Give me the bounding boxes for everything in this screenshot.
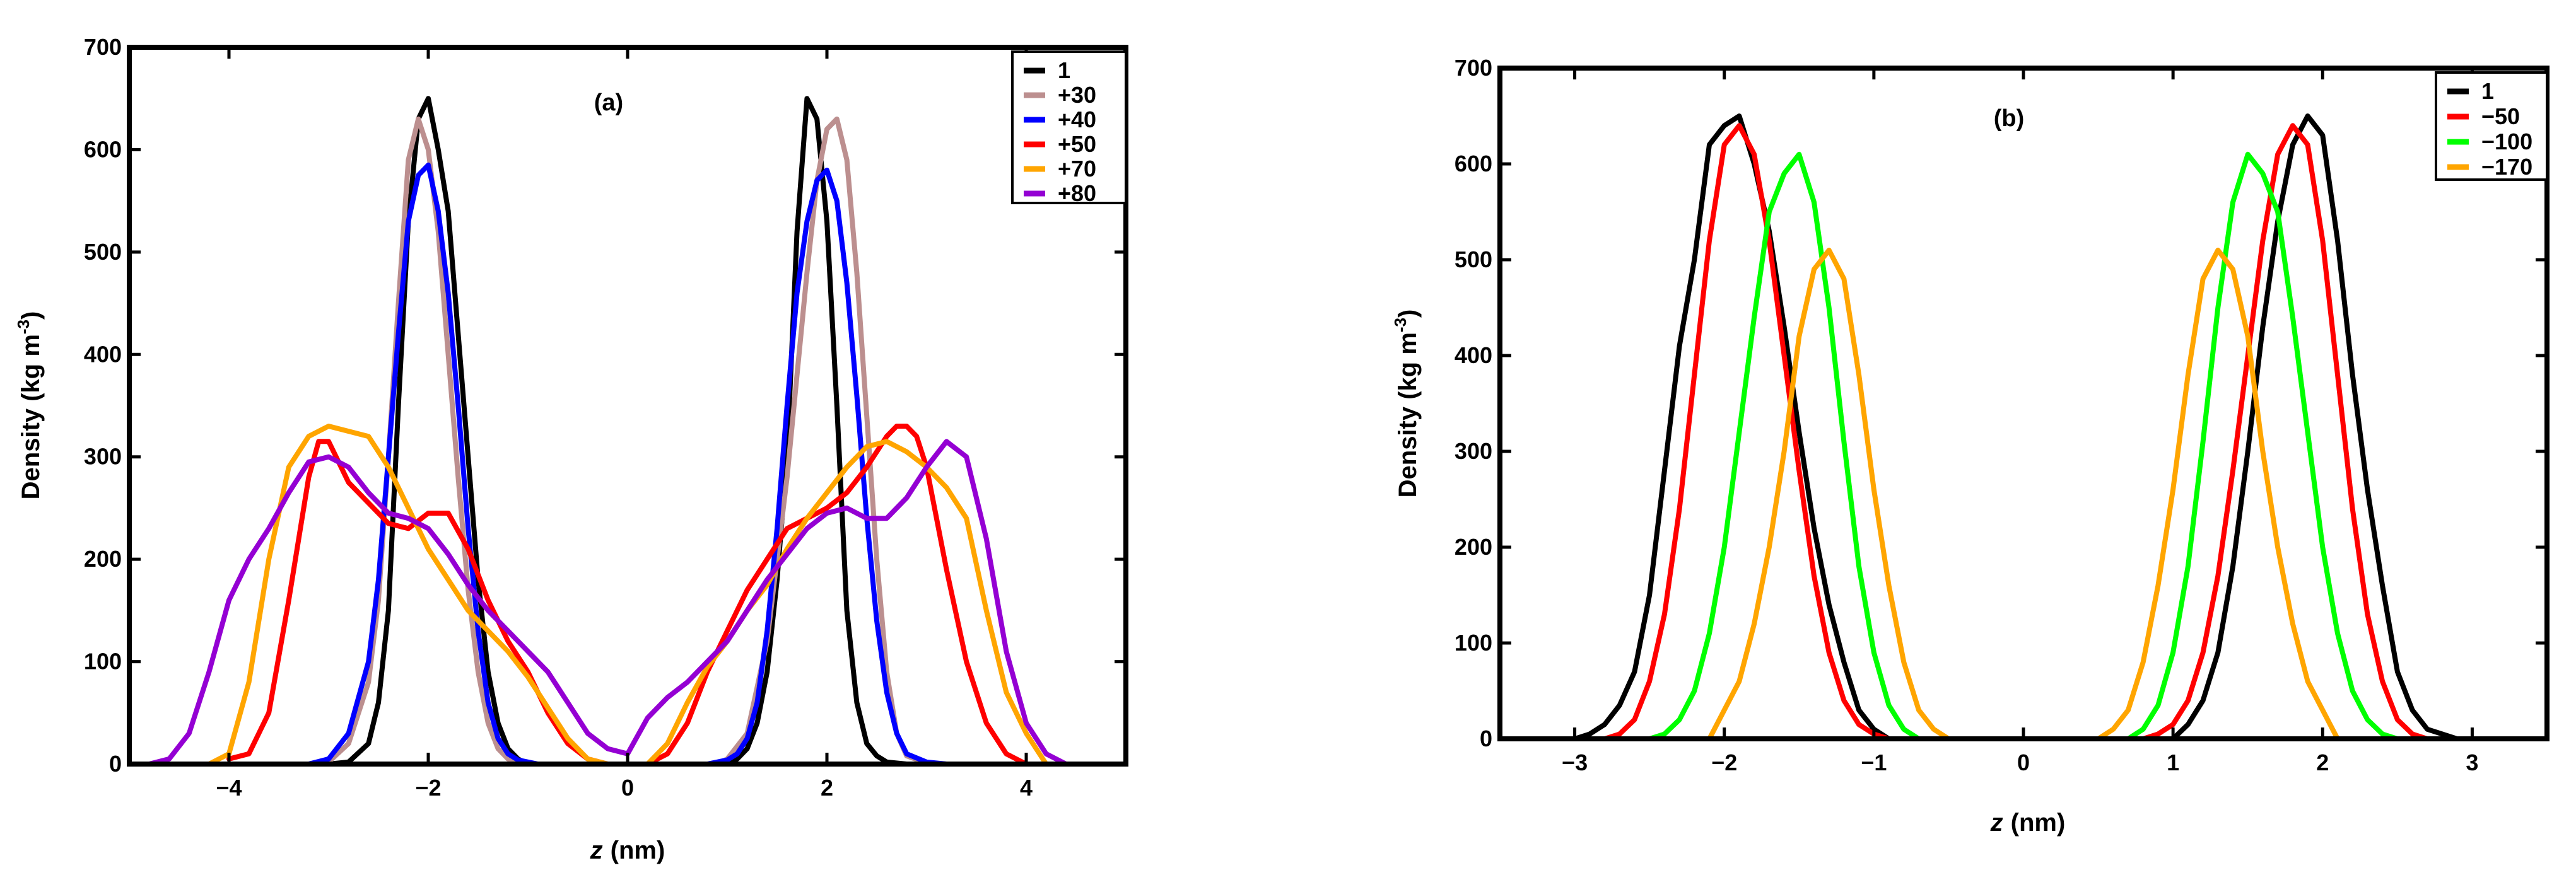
chart-a-series-line-4 [306,162,551,767]
chart-b-series-line-6 [1707,247,1952,741]
chart-a-series-line-11 [625,439,1089,767]
chart-b-x-tick-label: −1 [1861,750,1887,775]
chart-a-xlabel: z (nm) [590,837,665,864]
chart-b-series-line-1 [2170,113,2475,741]
chart-a-series-line-8 [206,424,611,767]
chart-b-legend-label: −170 [2481,154,2532,180]
chart-b-series [1572,113,2475,741]
chart-a-y-tick-label: 500 [84,239,122,265]
chart-b-legend-label: −50 [2481,103,2520,129]
chart-b-y-tick-label: 600 [1455,151,1492,177]
chart-a-series [146,96,1089,767]
chart-b-x-tick-label: 3 [2466,750,2478,775]
chart-b-x-tick-label: 1 [2167,750,2179,775]
chart-a-ylabel: Density (kg m-3) [14,311,45,500]
chart-a-series-line-1 [725,96,929,767]
chart-a-legend-label: +70 [1058,156,1096,182]
chart-b-x-tick-label: −3 [1562,750,1588,775]
chart-b-ylabel: Density (kg m-3) [1391,310,1422,498]
chart-a-y-tick-label: 700 [84,34,122,60]
chart-a-series-line-3 [715,116,949,767]
chart-a-x-tick-label: 2 [821,775,833,801]
chart-b: −3 −2 −1 0 1 2 3 0 100 200 300 400 500 600 700 (b) z (n… [1391,55,2550,837]
chart-b-legend: 1−50−100−170 [2435,71,2548,181]
chart-b-x-tick-label: 0 [2017,750,2030,775]
chart-b-series-line-7 [2095,247,2340,741]
chart-a-title: (a) [594,90,623,116]
chart-a-series-line-5 [705,167,949,767]
chart-a-y-tick-label: 400 [84,341,122,367]
chart-a-legend-label: +40 [1058,107,1096,132]
chart-b-y-tick-label: 500 [1455,246,1492,272]
chart-b-series-line-5 [2126,151,2400,741]
chart-a-series-line-2 [306,116,541,767]
chart-b-series-line-4 [1647,151,1921,741]
chart-a-x-tick-label: 4 [1020,775,1033,801]
chart-a-frame [127,45,1128,767]
chart-b-y-tick-label: 200 [1455,534,1492,560]
chart-a-legend-box [1011,50,1127,204]
chart-b-y-tick-label: 300 [1455,438,1492,464]
chart-a-legend: 1+30+40+50+70+80 [1011,50,1127,206]
chart-b-title: (b) [1994,105,2025,132]
chart-a-y-tick-label: 300 [84,444,122,470]
chart-a-series-line-10 [146,454,630,767]
chart-a-legend-label: +30 [1058,82,1096,108]
chart-a-y-tick-label: 600 [84,136,122,162]
chart-b-series-line-0 [1572,113,1892,741]
chart-a-x-tick-label: −4 [216,775,242,801]
chart-a-legend-label: 1 [1058,57,1070,83]
chart-a-x-tick-label: 0 [621,775,634,801]
chart-b-legend-label: −100 [2481,129,2532,154]
chart-b-x-tick-label: −2 [1711,750,1737,775]
chart-b-y-tick-label: 100 [1455,630,1492,656]
chart-b-series-line-3 [2140,123,2445,741]
chart-a-legend-label: +80 [1058,180,1096,206]
chart-b-legend-label: 1 [2481,78,2494,104]
chart-a-y-tick-label: 0 [109,751,122,777]
chart-b-ticks: −3 −2 −1 0 1 2 3 0 100 200 300 400 500 600 700 [1455,55,2547,775]
chart-b-y-tick-label: 0 [1480,726,1492,751]
chart-a-legend-label: +50 [1058,131,1096,157]
chart-b-y-tick-label: 700 [1455,55,1492,81]
chart-a-y-tick-label: 200 [84,546,122,572]
chart-b-series-line-2 [1602,123,1907,741]
chart-b-frame [1497,66,2550,741]
chart-b-xlabel: z (nm) [1990,809,2066,837]
chart-b-y-tick-label: 400 [1455,342,1492,368]
chart-a-x-tick-label: −2 [415,775,441,801]
chart-a-ticks: −4 −2 0 2 4 0 100 200 300 400 500 600 700 [84,34,1126,801]
chart-b-x-tick-label: 2 [2316,750,2329,775]
chart-a-series-line-0 [326,96,530,767]
chart-a-y-tick-label: 100 [84,649,122,675]
